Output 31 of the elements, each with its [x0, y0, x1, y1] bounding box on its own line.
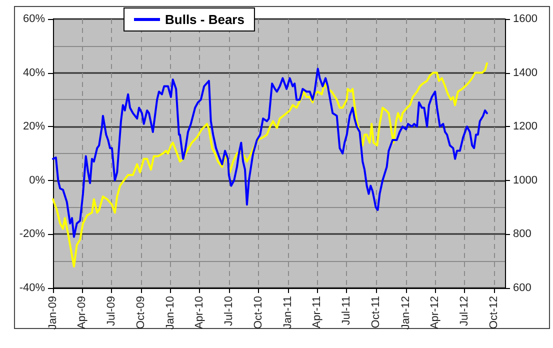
line-series [52, 68, 488, 238]
y2-tick-label: 1000 [513, 174, 538, 186]
x-tick-label: Jan-12 [400, 296, 412, 330]
x-tick-label: Jan-10 [164, 296, 177, 330]
y2-tick-label: 1400 [513, 66, 538, 79]
x-tick-label: Apr-12 [429, 296, 442, 330]
y2-tick-label: 1600 [513, 13, 538, 25]
line-series [52, 62, 488, 268]
x-tick-label: Apr-09 [76, 296, 88, 330]
y-tick-label: 60% [22, 13, 46, 25]
x-tick-label: Jul-10 [222, 296, 235, 326]
x-tick-label: Jan-09 [47, 296, 59, 330]
y-tick-label: -20% [19, 228, 46, 240]
x-tick-label: Oct-11 [370, 296, 382, 328]
y2-tick-label: 600 [513, 282, 532, 294]
x-tick-label: Apr-10 [194, 296, 206, 330]
x-tick-label: Jul-09 [105, 296, 118, 326]
y-tick-label: -40% [19, 282, 46, 294]
y-tick-label: 0% [29, 174, 46, 186]
x-tick-label: Oct-10 [252, 296, 265, 330]
x-tick-label: Jul-12 [458, 296, 470, 326]
y-tick-label: 20% [22, 120, 46, 133]
y-tick-label: 40% [22, 66, 46, 79]
x-tick-label: Oct-12 [488, 296, 500, 330]
x-tick-label: Jul-11 [340, 296, 352, 326]
x-tick-label: Oct-09 [134, 296, 147, 330]
y2-tick-label: 1200 [513, 120, 538, 133]
x-tick-label: Apr-11 [311, 296, 324, 328]
legend-label: Bulls - Bears [165, 12, 244, 27]
x-tick-label: Jan-11 [282, 296, 294, 329]
y2-tick-label: 800 [513, 228, 532, 240]
